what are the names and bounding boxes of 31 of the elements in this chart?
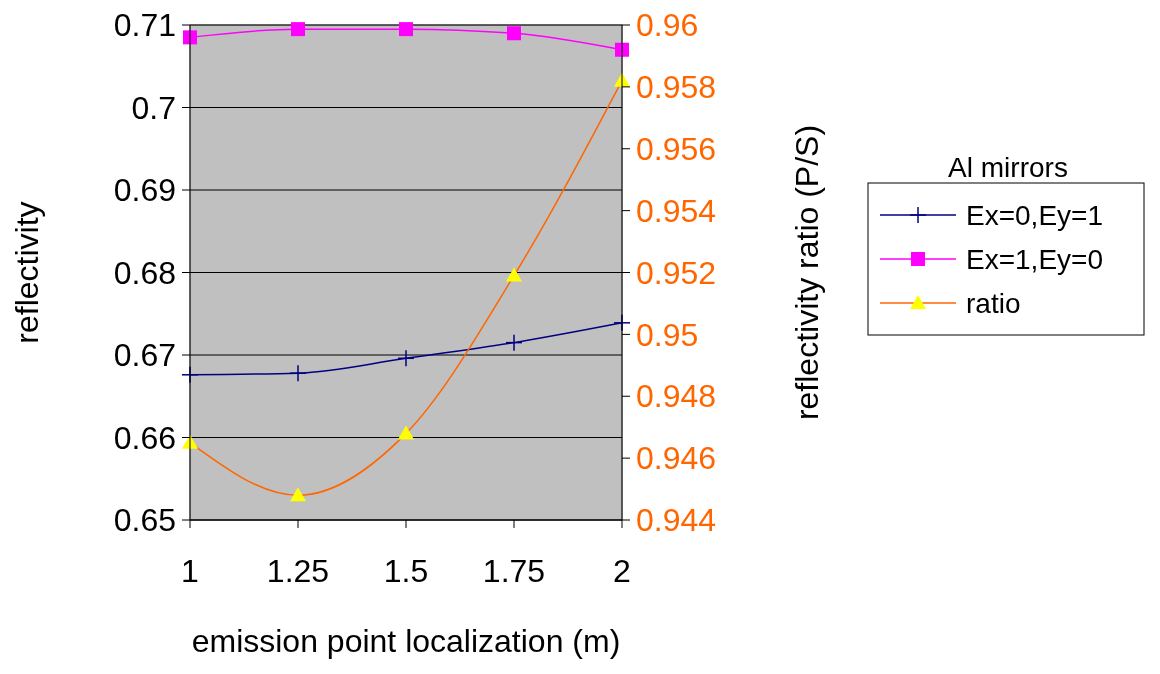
y2-axis-title: reflectivity ratio (P/S) [789, 124, 825, 421]
point [291, 22, 305, 37]
legend-label: ratio [966, 287, 1021, 319]
y-tick-label: 0.69 [113, 172, 176, 209]
x-tick-label: 1.5 [383, 553, 429, 589]
y2-tick-label: 0.954 [636, 192, 717, 229]
y2-tick-label: 0.952 [636, 254, 717, 291]
y2-tick-label: 0.946 [636, 440, 717, 477]
x-tick-label: 2 [613, 553, 631, 589]
y2-tick-label: 0.956 [636, 130, 717, 167]
legend-label: Ex=1,Ey=0 [966, 243, 1103, 275]
y-tick-label: 0.66 [113, 419, 176, 456]
y-tick-label: 0.67 [113, 337, 176, 374]
y-tick-label: 0.7 [131, 89, 176, 126]
legend-label: Ex=0,Ey=1 [966, 199, 1103, 231]
x-tick-label: 1 [181, 553, 199, 589]
y2-tick-label: 0.958 [636, 69, 717, 106]
x-tick-label: 1.75 [482, 553, 546, 589]
y-tick-label: 0.71 [113, 7, 176, 44]
x-axis-title: emission point localization (m) [191, 623, 621, 659]
x-tick-label: 1.25 [266, 553, 330, 589]
legend-title: Al mirrors [948, 152, 1068, 183]
y2-tick-label: 0.948 [636, 378, 717, 415]
y2-tick-label: 0.96 [636, 7, 699, 44]
y2-tick-label: 0.944 [636, 502, 717, 539]
y-tick-label: 0.68 [113, 254, 176, 291]
y-tick-label: 0.65 [113, 502, 176, 539]
point [399, 22, 413, 37]
y-axis-title: reflectivity [9, 201, 45, 344]
point [507, 26, 521, 41]
y2-tick-label: 0.95 [636, 316, 699, 353]
